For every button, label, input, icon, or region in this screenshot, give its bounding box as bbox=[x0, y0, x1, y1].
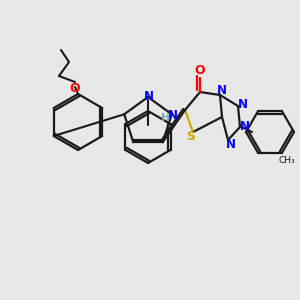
Text: H: H bbox=[161, 113, 170, 123]
Text: N: N bbox=[168, 109, 178, 122]
Text: N: N bbox=[238, 98, 248, 110]
Text: O: O bbox=[70, 82, 80, 95]
Text: N: N bbox=[226, 139, 236, 152]
Text: S: S bbox=[187, 130, 196, 143]
Text: N: N bbox=[240, 119, 250, 133]
Text: N: N bbox=[144, 89, 154, 103]
Text: O: O bbox=[195, 64, 205, 77]
Text: CH₃: CH₃ bbox=[279, 156, 295, 165]
Text: N: N bbox=[217, 85, 227, 98]
